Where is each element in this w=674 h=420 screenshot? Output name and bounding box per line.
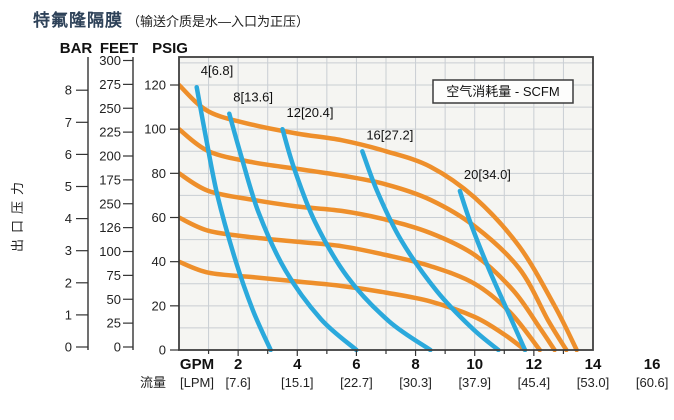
legend-label: 空气消耗量 - SCFM [446, 84, 559, 99]
fluid-discharge-curve [179, 82, 579, 352]
x-tick-gpm-label: 12 [526, 356, 543, 373]
air-consumption-curve [457, 188, 528, 352]
x-tick-lpm-label: [30.3] [399, 375, 432, 390]
feet-tick-label: 200 [99, 149, 121, 164]
bar-tick-label: 1 [65, 307, 72, 322]
x-tick-lpm-label: [45.4] [518, 375, 551, 390]
psig-tick-label: 100 [144, 122, 166, 137]
bar-tick-label: 6 [65, 147, 72, 162]
x-axis-title: 流量 [140, 375, 166, 390]
bar-tick-label: 5 [65, 179, 72, 194]
air-consumption-curve [280, 126, 433, 352]
air-curve-label: 4[6.8] [201, 63, 234, 78]
air-consumption-curve [360, 149, 501, 352]
fluid-discharge-curve [179, 259, 528, 352]
psig-tick-label: 40 [152, 254, 166, 269]
curves-group [179, 82, 579, 352]
bar-tick-label: 4 [65, 211, 72, 226]
psig-tick-label: 0 [159, 343, 166, 358]
feet-tick-label: 250 [99, 101, 121, 116]
x-tick-gpm-label: 4 [293, 356, 302, 373]
x-tick-gpm-label: 14 [585, 356, 602, 373]
bar-tick-label: 0 [65, 340, 72, 355]
feet-tick-label: 25 [107, 316, 121, 331]
feet-tick-label: 75 [107, 268, 121, 283]
bar-tick-label: 8 [65, 83, 72, 98]
feet-tick-label: 126 [99, 220, 121, 235]
feet-tick-label: 50 [107, 292, 121, 307]
plot-area-group: 4[6.8] 8[13.6] 12[20.4] 16[27.2] 20[34.0] 8 7 6… [65, 53, 669, 390]
feet-tick-label: 0 [114, 340, 121, 355]
bar-axis-header: BAR [60, 40, 93, 57]
legend-box [432, 79, 574, 104]
x-tick-gpm-label: 8 [411, 356, 419, 373]
air-curve-label: 12[20.4] [286, 105, 333, 120]
psig-tick-label: 80 [152, 166, 166, 181]
feet-tick-label: 250 [99, 196, 121, 211]
x-tick-lpm-label: [15.1] [281, 375, 314, 390]
x-axis-unit-gpm: GPM [180, 356, 214, 373]
bar-tick-label: 7 [65, 115, 72, 130]
chart-title-row: 特氟隆隔膜 （输送介质是水—入口为正压） [33, 6, 309, 31]
x-tick-lpm-label: [7.6] [225, 375, 250, 390]
air-consumption-curve [227, 111, 359, 352]
air-curve-label: 16[27.2] [366, 127, 413, 142]
feet-tick-label: 100 [99, 244, 121, 259]
y-axis-title: 出口压力 [10, 176, 25, 252]
x-tick-gpm-label: 16 [644, 356, 661, 373]
psig-tick-label: 120 [144, 78, 166, 93]
x-tick-gpm-label: 2 [234, 356, 242, 373]
feet-tick-label: 175 [99, 172, 121, 187]
fluid-discharge-curve [179, 171, 557, 352]
air-curve-label: 8[13.6] [233, 90, 273, 105]
bar-tick-label: 3 [65, 243, 72, 258]
psig-tick-label: 20 [152, 298, 166, 313]
feet-axis-header: FEET [100, 40, 138, 57]
page-title: 特氟隆隔膜 [33, 11, 123, 30]
psig-axis-header: PSIG [152, 40, 188, 57]
page-title-note: （输送介质是水—入口为正压） [127, 14, 310, 29]
feet-tick-label: 300 [99, 53, 121, 68]
air-curve-label: 20[34.0] [464, 167, 511, 182]
air-consumption-curve [194, 84, 273, 352]
x-axis-unit-lpm: [LPM] [180, 375, 214, 390]
feet-tick-label: 225 [99, 125, 121, 140]
bar-tick-label: 2 [65, 275, 72, 290]
x-tick-gpm-label: 6 [352, 356, 360, 373]
axis-header-group: BAR FEET PSIG 出口压力 GPM [LPM] 流量 空气消耗量 - … [10, 40, 574, 390]
feet-tick-label: 275 [99, 77, 121, 92]
x-tick-lpm-label: [53.0] [577, 375, 610, 390]
x-tick-lpm-label: [22.7] [340, 375, 373, 390]
x-tick-gpm-label: 10 [466, 356, 483, 373]
fluid-discharge-curve [179, 126, 569, 352]
x-tick-lpm-label: [60.6] [636, 375, 669, 390]
x-tick-lpm-label: [37.9] [458, 375, 491, 390]
psig-tick-label: 60 [152, 210, 166, 225]
